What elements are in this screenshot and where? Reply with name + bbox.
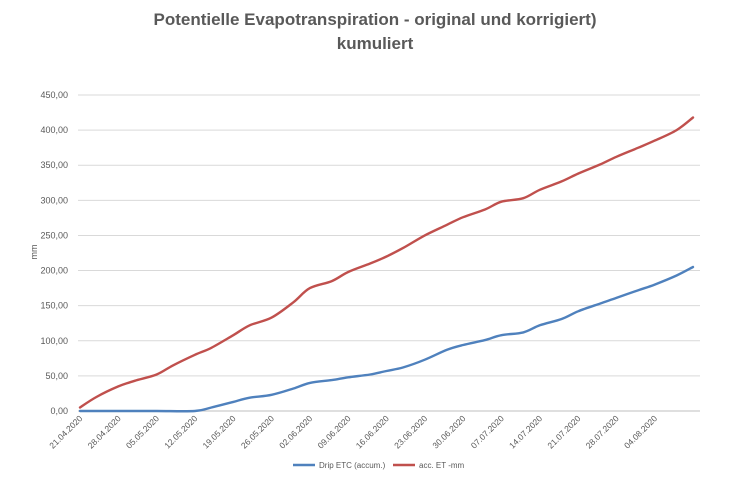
chart-title-line-1: Potentielle Evapotranspiration - origina… [153, 10, 597, 29]
y-tick-label: 50,00 [45, 371, 68, 381]
series-line-1 [78, 265, 695, 413]
y-tick-label: 0,00 [50, 406, 68, 416]
x-tick-label: 04.08.2020 [622, 413, 659, 450]
grid-layer [78, 94, 700, 412]
series-line-2 [78, 116, 695, 409]
series-layer [78, 116, 695, 413]
y-tick-label: 100,00 [40, 336, 68, 346]
x-tick-label: 07.07.2020 [469, 413, 506, 450]
x-tick-label: 09.06.2020 [315, 413, 352, 450]
x-tick-label: 28.04.2020 [86, 413, 123, 450]
y-axis-label: mm [29, 245, 39, 260]
x-tick-label: 26.05.2020 [239, 413, 276, 450]
chart-title-line-2: kumuliert [336, 34, 414, 53]
legend-label: acc. ET -mm [419, 461, 465, 470]
x-tick-label: 23.06.2020 [392, 413, 429, 450]
y-tick-label: 350,00 [40, 160, 68, 170]
x-tick-label: 02.06.2020 [277, 413, 314, 450]
x-tick-label: 28.07.2020 [584, 413, 621, 450]
x-tick-layer: 21.04.2020 28.04.2020 05.05.2020 12.05.2020… [47, 413, 659, 450]
y-tick-label: 400,00 [40, 125, 68, 135]
x-tick-label: 16.06.2020 [354, 413, 391, 450]
y-tick-label: 250,00 [40, 230, 68, 240]
x-tick-label: 19.05.2020 [201, 413, 238, 450]
x-tick-label: 30.06.2020 [430, 413, 467, 450]
legend-label: Drip ETC (accum.) [319, 461, 386, 470]
x-tick-label: 21.04.2020 [47, 413, 84, 450]
legend-item-2: acc. ET -mm [393, 461, 465, 470]
chart-title: Potentielle Evapotranspiration - origina… [0, 8, 750, 56]
y-tick-layer: 0,00 50,00 100,00 150,00 200,00 250,00 300,00 3… [40, 90, 68, 416]
x-tick-label: 21.07.2020 [545, 413, 582, 450]
x-tick-label: 14.07.2020 [507, 413, 544, 450]
y-tick-label: 450,00 [40, 90, 68, 100]
x-tick-label: 12.05.2020 [162, 413, 199, 450]
y-tick-label: 150,00 [40, 301, 68, 311]
x-tick-label: 05.05.2020 [124, 413, 161, 450]
legend: Drip ETC (accum.) acc. ET -mm [293, 461, 465, 470]
y-tick-label: 300,00 [40, 195, 68, 205]
y-tick-label: 200,00 [40, 266, 68, 276]
legend-item-1: Drip ETC (accum.) [293, 461, 386, 470]
